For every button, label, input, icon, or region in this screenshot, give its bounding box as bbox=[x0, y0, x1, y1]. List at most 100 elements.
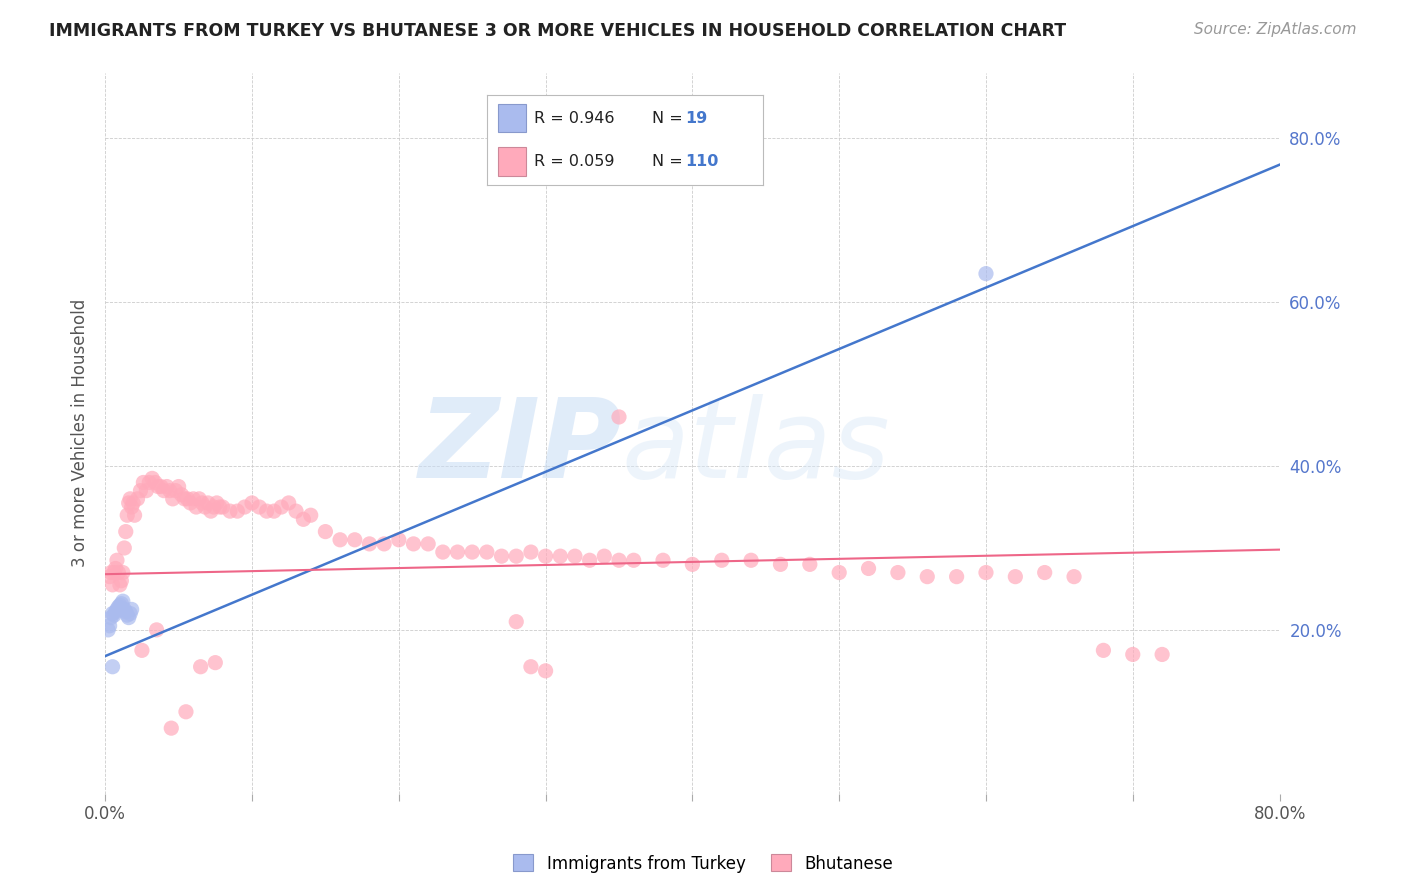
Point bbox=[211, 500, 233, 514]
Point bbox=[121, 602, 143, 616]
Point bbox=[329, 533, 352, 547]
Point bbox=[1063, 569, 1085, 583]
Point bbox=[917, 569, 939, 583]
Point bbox=[432, 545, 454, 559]
Point bbox=[170, 488, 193, 502]
Point bbox=[263, 504, 285, 518]
Point bbox=[156, 479, 179, 493]
Point bbox=[974, 267, 997, 281]
Legend: Immigrants from Turkey, Bhutanese: Immigrants from Turkey, Bhutanese bbox=[506, 847, 900, 880]
Point bbox=[118, 610, 141, 624]
Point bbox=[141, 471, 163, 485]
Text: atlas: atlas bbox=[621, 394, 890, 501]
Point bbox=[112, 541, 135, 555]
Point bbox=[461, 545, 484, 559]
Point bbox=[945, 569, 967, 583]
Point bbox=[104, 605, 127, 619]
Point bbox=[179, 496, 201, 510]
Point bbox=[858, 561, 880, 575]
Point bbox=[146, 479, 169, 493]
Point bbox=[107, 599, 129, 614]
Point bbox=[373, 537, 395, 551]
Point bbox=[107, 566, 129, 580]
Point bbox=[131, 643, 153, 657]
Point bbox=[887, 566, 910, 580]
Point bbox=[204, 656, 226, 670]
Point bbox=[292, 512, 315, 526]
Point bbox=[181, 491, 204, 506]
Point bbox=[105, 602, 128, 616]
Point bbox=[343, 533, 366, 547]
Point bbox=[108, 599, 131, 613]
Point bbox=[104, 561, 127, 575]
Point bbox=[520, 659, 543, 673]
Point bbox=[974, 566, 997, 580]
Point bbox=[740, 553, 762, 567]
Point bbox=[190, 659, 212, 673]
Point bbox=[247, 500, 270, 514]
Point bbox=[98, 569, 121, 583]
Point bbox=[114, 524, 136, 539]
Point bbox=[197, 496, 219, 510]
Point bbox=[165, 483, 187, 498]
Point bbox=[1092, 643, 1115, 657]
Point bbox=[202, 500, 225, 514]
Point bbox=[219, 504, 242, 518]
Point bbox=[593, 549, 616, 564]
Point bbox=[162, 491, 184, 506]
Point bbox=[167, 479, 190, 493]
Point bbox=[159, 483, 181, 498]
Point bbox=[1152, 648, 1174, 662]
Point bbox=[505, 549, 527, 564]
Point bbox=[578, 553, 600, 567]
Point bbox=[388, 533, 411, 547]
Point bbox=[97, 623, 120, 637]
Point bbox=[103, 566, 125, 580]
Point bbox=[101, 578, 124, 592]
Point bbox=[799, 558, 821, 572]
Point bbox=[101, 607, 124, 621]
Point bbox=[186, 500, 208, 514]
Point bbox=[153, 483, 176, 498]
Point bbox=[100, 610, 122, 624]
Point bbox=[233, 500, 256, 514]
Point bbox=[769, 558, 792, 572]
Point bbox=[240, 496, 263, 510]
Point bbox=[607, 553, 630, 567]
Point bbox=[101, 659, 124, 673]
Point bbox=[314, 524, 336, 539]
Point bbox=[176, 491, 198, 506]
Point bbox=[534, 664, 557, 678]
Point bbox=[256, 504, 278, 518]
Point bbox=[120, 607, 142, 621]
Point bbox=[115, 608, 138, 623]
Point bbox=[120, 491, 142, 506]
Point bbox=[138, 475, 160, 490]
Point bbox=[135, 483, 157, 498]
Point bbox=[548, 549, 571, 564]
Point bbox=[623, 553, 645, 567]
Point bbox=[112, 602, 135, 616]
Point bbox=[122, 496, 145, 510]
Point bbox=[402, 537, 425, 551]
Point bbox=[143, 475, 166, 490]
Point bbox=[681, 558, 703, 572]
Point bbox=[173, 491, 195, 506]
Text: Source: ZipAtlas.com: Source: ZipAtlas.com bbox=[1194, 22, 1357, 37]
Point bbox=[1004, 569, 1026, 583]
Point bbox=[520, 545, 543, 559]
Point bbox=[418, 537, 440, 551]
Point bbox=[1033, 566, 1056, 580]
Point bbox=[491, 549, 513, 564]
Point bbox=[446, 545, 468, 559]
Point bbox=[110, 597, 132, 611]
Point bbox=[111, 566, 134, 580]
Point bbox=[270, 500, 292, 514]
Point bbox=[145, 623, 167, 637]
Point bbox=[127, 491, 149, 506]
Point bbox=[607, 409, 630, 424]
Point bbox=[129, 483, 152, 498]
Point bbox=[100, 566, 122, 580]
Point bbox=[98, 619, 121, 633]
Point bbox=[108, 578, 131, 592]
